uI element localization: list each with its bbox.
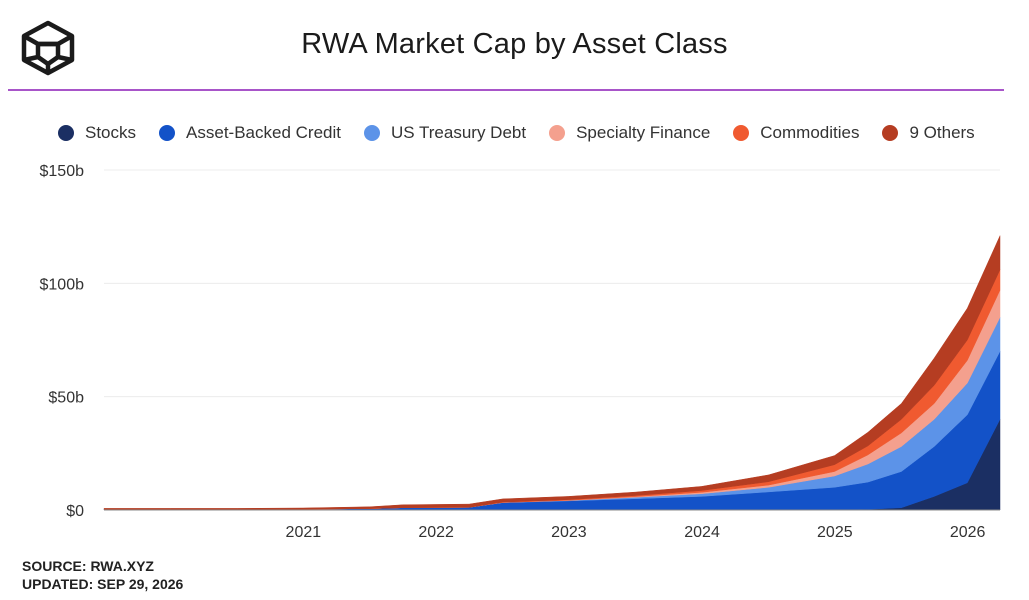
y-tick-label: $100b: [40, 276, 85, 293]
area-series-2: [103, 351, 1001, 511]
legend-item[interactable]: US Treasury Debt: [363, 123, 527, 143]
y-tick-label: $0: [66, 503, 84, 520]
title-divider: [8, 89, 1004, 91]
legend-label: 9 Others: [909, 123, 975, 142]
legend-item[interactable]: 9 Others: [882, 123, 975, 143]
x-tick-label: 2024: [684, 524, 720, 541]
source-note: SOURCE: RWA.XYZ: [22, 558, 154, 574]
x-tick-label: 2026: [950, 524, 986, 541]
x-tick-label: 2021: [286, 524, 322, 541]
legend-item[interactable]: Stocks: [58, 123, 136, 143]
y-tick-label: $150b: [40, 163, 85, 180]
legend-item[interactable]: Specialty Finance: [549, 123, 710, 143]
legend-swatch-icon: [159, 125, 176, 141]
chart-legend: Stocks Asset-Backed Credit US Treasury Deb…: [58, 121, 998, 145]
legend-swatch-icon: [733, 125, 750, 141]
legend-label: Commodities: [760, 123, 860, 142]
stacked-area-chart: $0 $50b $100b $150b 2021 2022 2023 2024 2025 2026: [40, 163, 1001, 541]
legend-item[interactable]: Commodities: [733, 123, 859, 143]
y-tick-label: $50b: [48, 390, 84, 407]
area-series-6: [103, 235, 1001, 510]
legend-item[interactable]: Asset-Backed Credit: [159, 123, 341, 143]
legend-label: Stocks: [85, 123, 137, 142]
legend-label: Specialty Finance: [576, 123, 711, 142]
chart-title: RWA Market Cap by Asset Class: [301, 28, 728, 60]
chart-footer: SOURCE: RWA.XYZ UPDATED: SEP 29, 2026: [22, 557, 183, 593]
x-tick-label: 2022: [418, 524, 454, 541]
legend-swatch-icon: [363, 125, 380, 141]
legend-label: Asset-Backed Credit: [186, 123, 341, 142]
updated-note: UPDATED: SEP 29, 2026: [22, 576, 184, 592]
legend-swatch-icon: [882, 125, 899, 141]
legend-swatch-icon: [58, 125, 74, 141]
legend-swatch-icon: [549, 125, 566, 141]
x-tick-label: 2023: [551, 524, 587, 541]
x-tick-label: 2025: [817, 524, 853, 541]
cube-logo-icon: [21, 20, 75, 76]
area-series-3: [104, 317, 1001, 510]
chart-header: RWA Market Cap by Asset Class: [0, 0, 1029, 92]
legend-label: US Treasury Debt: [390, 123, 527, 142]
